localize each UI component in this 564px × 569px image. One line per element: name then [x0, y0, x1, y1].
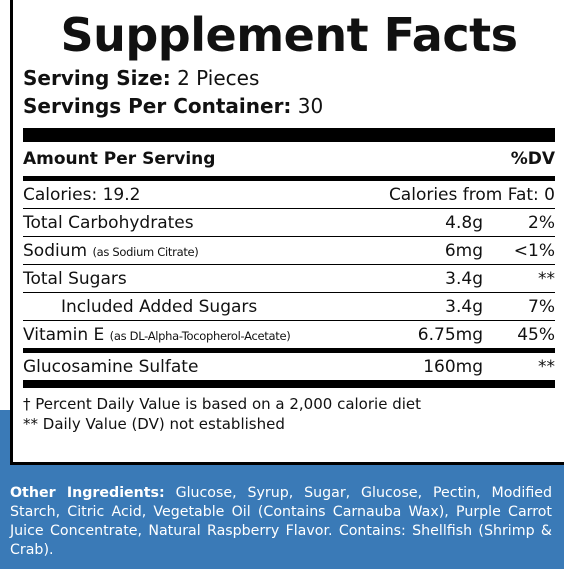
nutrient-row: Vitamin E (as DL-Alpha-Tocopherol-Acetat… [23, 321, 555, 353]
daily-value: 7% [528, 296, 555, 317]
daily-value: 2% [528, 212, 555, 233]
name: Glucosamine Sulfate [23, 356, 199, 377]
name: Total Carbohydrates [23, 212, 194, 233]
servings-per-container: Servings Per Container: 30 [23, 92, 555, 120]
daily-value: 45% [517, 324, 555, 345]
note: (as DL-Alpha-Tocopherol-Acetate) [109, 328, 291, 343]
amount: 3.4g [445, 296, 483, 317]
calories: Calories: 19.2 [23, 184, 141, 205]
calories-from-fat: Calories from Fat: 0 [388, 184, 555, 205]
other-ingredients: Other Ingredients: Glucose, Syrup, Sugar… [10, 484, 552, 560]
note: (as Sodium Citrate) [92, 244, 199, 259]
nutrient-row: Sodium (as Sodium Citrate) 6mg <1% [23, 237, 555, 265]
label: Serving Size: [23, 66, 171, 90]
nutrient-row: Glucosamine Sulfate 160mg ** [23, 353, 555, 381]
footnote: † Percent Daily Value is based on a 2,00… [23, 395, 421, 413]
divider [23, 128, 555, 142]
value: 2 Pieces [177, 66, 260, 90]
dv-header: %DV [510, 149, 555, 169]
title: Supplement Facts [60, 8, 519, 62]
amount: 4.8g [445, 212, 483, 233]
label: Other Ingredients: [10, 485, 165, 501]
name: Total Sugars [23, 268, 127, 289]
nutrient-name: Included Added Sugars [23, 297, 383, 317]
nutrient-name: Sodium (as Sodium Citrate) [23, 241, 383, 261]
nutrient-row: Total Carbohydrates 4.8g 2% [23, 209, 555, 237]
amount: 160mg [423, 356, 483, 377]
footnote: ** Daily Value (DV) not established [23, 415, 285, 433]
nutrient-name: Glucosamine Sulfate [23, 357, 383, 377]
amount: 6.75mg [417, 324, 483, 345]
amount: 3.4g [445, 268, 483, 289]
nutrient-name: Total Sugars [23, 269, 383, 289]
text: Glucose, Syrup, Sugar, Glucose, Pectin, … [10, 485, 552, 558]
serving-size: Serving Size: 2 Pieces [23, 64, 555, 92]
daily-value: <1% [513, 240, 555, 261]
label: Servings Per Container: [23, 94, 292, 118]
nutrient-rows: Total Carbohydrates 4.8g 2% Sodium (as Sodi… [23, 209, 555, 381]
daily-value: ** [538, 268, 555, 289]
name: Included Added Sugars [61, 296, 258, 317]
name: Vitamin E [23, 324, 105, 345]
amount: 6mg [444, 240, 483, 261]
nutrient-row: Total Sugars 3.4g ** [23, 265, 555, 293]
header-row: Amount Per Serving %DV [23, 142, 555, 181]
divider [23, 381, 555, 388]
daily-value: ** [538, 356, 555, 377]
amount-header: Amount Per Serving [23, 149, 216, 169]
footnotes: † Percent Daily Value is based on a 2,00… [23, 394, 555, 434]
nutrient-row: Included Added Sugars 3.4g 7% [23, 293, 555, 321]
nutrient-name: Total Carbohydrates [23, 213, 383, 233]
nutrient-name: Vitamin E (as DL-Alpha-Tocopherol-Acetat… [23, 325, 383, 345]
facts-panel: Supplement Facts Serving Size: 2 Pieces … [10, 0, 564, 465]
calories-row: Calories: 19.2 Calories from Fat: 0 [23, 181, 555, 209]
value: 30 [297, 94, 324, 118]
name: Sodium [23, 240, 88, 261]
